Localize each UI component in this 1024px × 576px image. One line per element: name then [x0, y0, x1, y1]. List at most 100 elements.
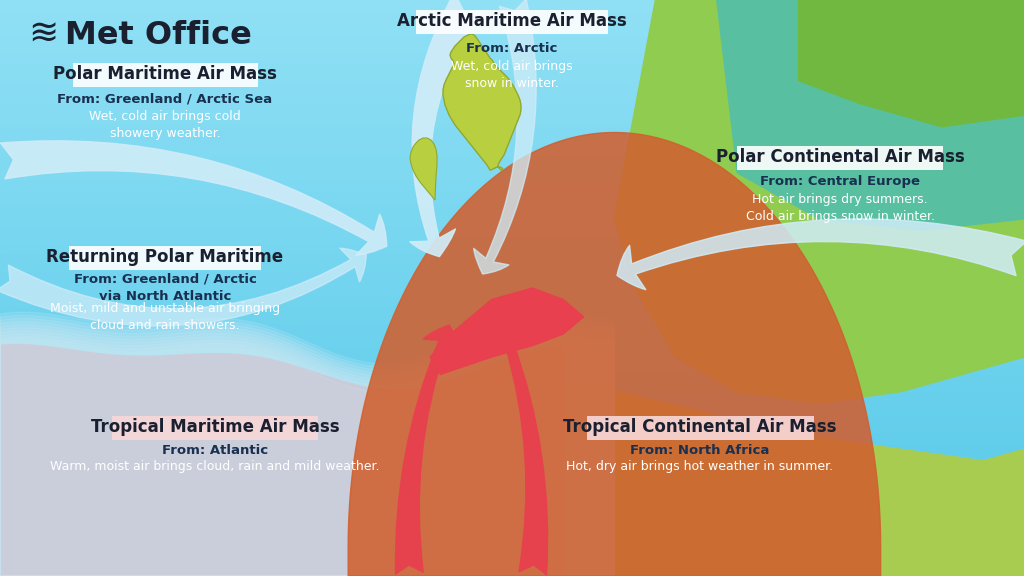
Text: Warm, moist air brings cloud, rain and mild weather.: Warm, moist air brings cloud, rain and m… — [50, 460, 380, 473]
Polygon shape — [0, 312, 614, 576]
Polygon shape — [0, 213, 1024, 219]
Text: From: Arctic: From: Arctic — [466, 42, 558, 55]
Polygon shape — [0, 409, 1024, 415]
Polygon shape — [0, 225, 1024, 230]
FancyBboxPatch shape — [587, 416, 813, 440]
Polygon shape — [0, 69, 1024, 75]
Text: Wet, cold air brings
snow in winter.: Wet, cold air brings snow in winter. — [452, 60, 572, 90]
Polygon shape — [0, 81, 1024, 86]
Polygon shape — [0, 150, 1024, 156]
Polygon shape — [443, 34, 521, 170]
Polygon shape — [799, 0, 1024, 127]
Polygon shape — [0, 317, 1024, 323]
Polygon shape — [0, 127, 1024, 132]
Polygon shape — [0, 559, 1024, 564]
Polygon shape — [0, 449, 1024, 455]
Polygon shape — [0, 380, 1024, 386]
Polygon shape — [0, 248, 1024, 253]
Polygon shape — [0, 547, 1024, 553]
Polygon shape — [0, 518, 1024, 524]
Polygon shape — [0, 472, 1024, 478]
Polygon shape — [0, 121, 1024, 127]
Polygon shape — [680, 0, 1024, 346]
Polygon shape — [0, 553, 1024, 559]
Polygon shape — [0, 334, 1024, 340]
Polygon shape — [0, 340, 614, 576]
Text: Met Office: Met Office — [65, 20, 252, 51]
Text: Polar Continental Air Mass: Polar Continental Air Mass — [716, 148, 965, 166]
Polygon shape — [0, 6, 1024, 12]
Polygon shape — [0, 316, 614, 576]
Polygon shape — [0, 357, 1024, 363]
Polygon shape — [0, 501, 1024, 507]
FancyBboxPatch shape — [112, 416, 318, 440]
Polygon shape — [717, 0, 1024, 230]
FancyArrowPatch shape — [0, 248, 367, 326]
Text: ≋: ≋ — [28, 18, 58, 52]
FancyArrowPatch shape — [1, 141, 387, 255]
Polygon shape — [0, 444, 1024, 449]
Polygon shape — [0, 17, 1024, 23]
Text: Moist, mild and unstable air bringing
cloud and rain showers.: Moist, mild and unstable air bringing cl… — [50, 302, 280, 332]
Polygon shape — [0, 490, 1024, 495]
Polygon shape — [0, 403, 1024, 409]
Polygon shape — [0, 415, 1024, 420]
Polygon shape — [0, 420, 1024, 426]
Polygon shape — [0, 132, 1024, 138]
Polygon shape — [614, 0, 1024, 403]
Polygon shape — [0, 564, 1024, 570]
Polygon shape — [0, 397, 1024, 403]
Polygon shape — [430, 288, 584, 374]
FancyArrowPatch shape — [395, 325, 460, 574]
Text: From: Greenland / Arctic
via North Atlantic: From: Greenland / Arctic via North Atlan… — [74, 273, 256, 302]
Polygon shape — [0, 321, 614, 576]
Polygon shape — [0, 294, 1024, 300]
Polygon shape — [0, 179, 1024, 184]
Text: Wet, cold air brings cold
showery weather.: Wet, cold air brings cold showery weathe… — [89, 110, 241, 140]
Polygon shape — [0, 207, 1024, 213]
Text: Arctic Maritime Air Mass: Arctic Maritime Air Mass — [397, 12, 627, 30]
Polygon shape — [0, 530, 1024, 536]
FancyBboxPatch shape — [416, 10, 608, 34]
FancyArrowPatch shape — [492, 325, 548, 575]
FancyArrowPatch shape — [410, 0, 484, 256]
Polygon shape — [0, 276, 1024, 282]
Polygon shape — [0, 570, 1024, 576]
FancyArrowPatch shape — [474, 0, 537, 274]
Polygon shape — [0, 328, 614, 576]
FancyArrowPatch shape — [617, 219, 1024, 290]
Polygon shape — [0, 536, 1024, 541]
Polygon shape — [0, 340, 1024, 346]
Polygon shape — [0, 467, 1024, 472]
Polygon shape — [0, 173, 1024, 179]
Text: From: North Africa: From: North Africa — [631, 444, 770, 457]
Polygon shape — [0, 104, 1024, 109]
Polygon shape — [0, 75, 1024, 81]
Polygon shape — [0, 337, 614, 576]
Polygon shape — [0, 12, 1024, 17]
Polygon shape — [0, 156, 1024, 161]
Text: Polar Maritime Air Mass: Polar Maritime Air Mass — [53, 65, 276, 83]
Text: Hot air brings dry summers.
Cold air brings snow in winter.: Hot air brings dry summers. Cold air bri… — [745, 193, 935, 223]
FancyBboxPatch shape — [69, 246, 261, 270]
Polygon shape — [0, 138, 1024, 144]
Polygon shape — [0, 328, 1024, 334]
Polygon shape — [0, 253, 1024, 259]
Polygon shape — [0, 513, 1024, 518]
Polygon shape — [0, 236, 1024, 242]
Polygon shape — [0, 344, 563, 576]
Polygon shape — [0, 109, 1024, 115]
Polygon shape — [0, 455, 1024, 461]
Polygon shape — [0, 265, 1024, 271]
Polygon shape — [0, 432, 1024, 438]
Polygon shape — [0, 98, 1024, 104]
Polygon shape — [0, 190, 1024, 196]
Polygon shape — [0, 484, 1024, 490]
Polygon shape — [0, 167, 1024, 173]
Polygon shape — [0, 331, 614, 576]
Polygon shape — [0, 58, 1024, 63]
Text: Tropical Continental Air Mass: Tropical Continental Air Mass — [563, 418, 837, 436]
Polygon shape — [0, 426, 1024, 432]
Text: Hot, dry air brings hot weather in summer.: Hot, dry air brings hot weather in summe… — [566, 460, 834, 473]
Polygon shape — [0, 461, 1024, 467]
